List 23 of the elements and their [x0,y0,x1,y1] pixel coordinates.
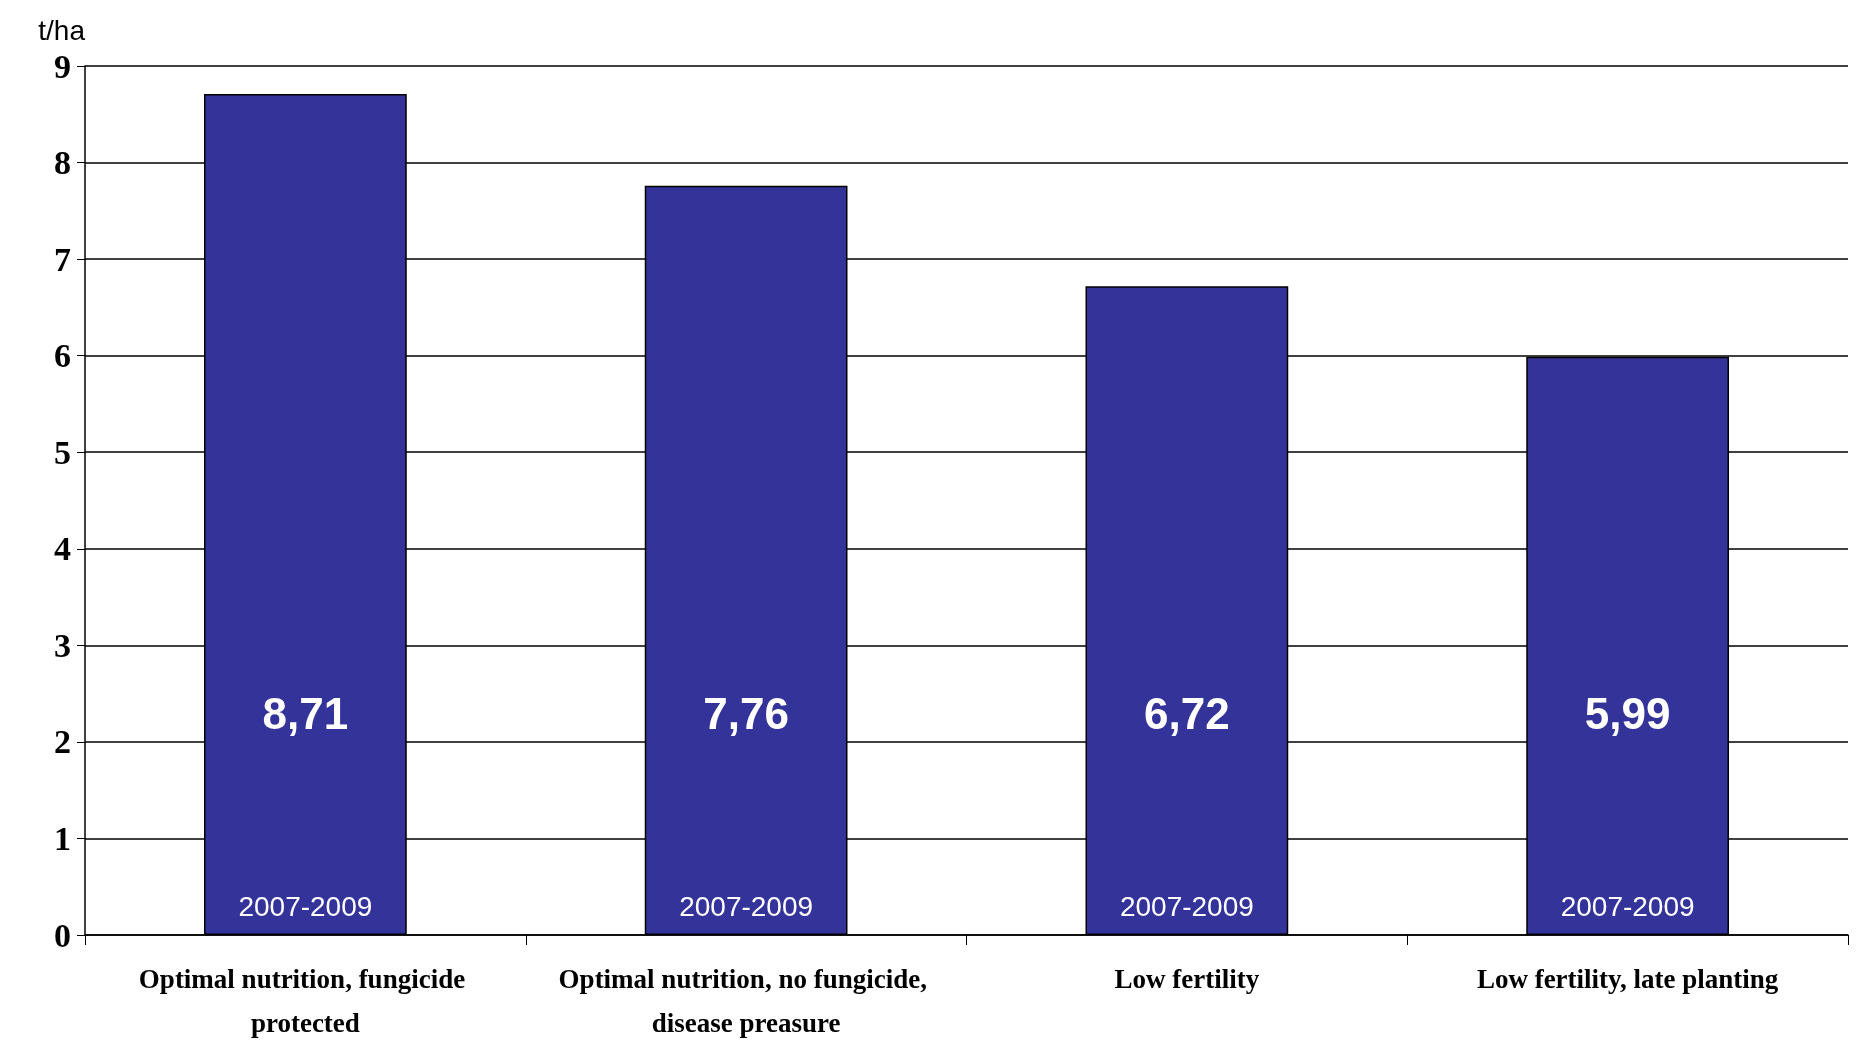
annotation: 2007-2009 [1560,890,1695,922]
data-label: 5,99 [1584,688,1671,738]
annotation: 2007-2009 [238,890,373,922]
y-tick-label: 0 [54,916,71,954]
y-tick-label: 5 [54,433,71,471]
x-tick-label: Optimal nutrition, fungicide protected [138,964,472,1038]
y-tick-label: 9 [54,47,71,85]
y-tick-label: 2 [54,723,71,761]
y-axis-title: t/ha [38,14,86,46]
annotation: 2007-2009 [1119,890,1254,922]
data-label: 8,71 [262,688,349,738]
y-tick-label: 4 [54,530,71,568]
y-tick-label: 8 [54,144,71,182]
annotation: 2007-2009 [679,890,814,922]
y-tick-label: 7 [54,240,71,278]
x-tick-label: Low fertility, late planting [1476,964,1779,994]
x-tick-label: Optimal nutrition, no fungicide, disease preasure [558,964,934,1038]
y-tick-label: 1 [54,819,71,857]
y-tick-label: 6 [54,337,71,375]
x-tick-label: Low fertility [1114,964,1260,994]
y-tick-label: 3 [54,626,71,664]
data-label: 7,76 [703,688,789,738]
data-label: 6,72 [1144,688,1230,738]
